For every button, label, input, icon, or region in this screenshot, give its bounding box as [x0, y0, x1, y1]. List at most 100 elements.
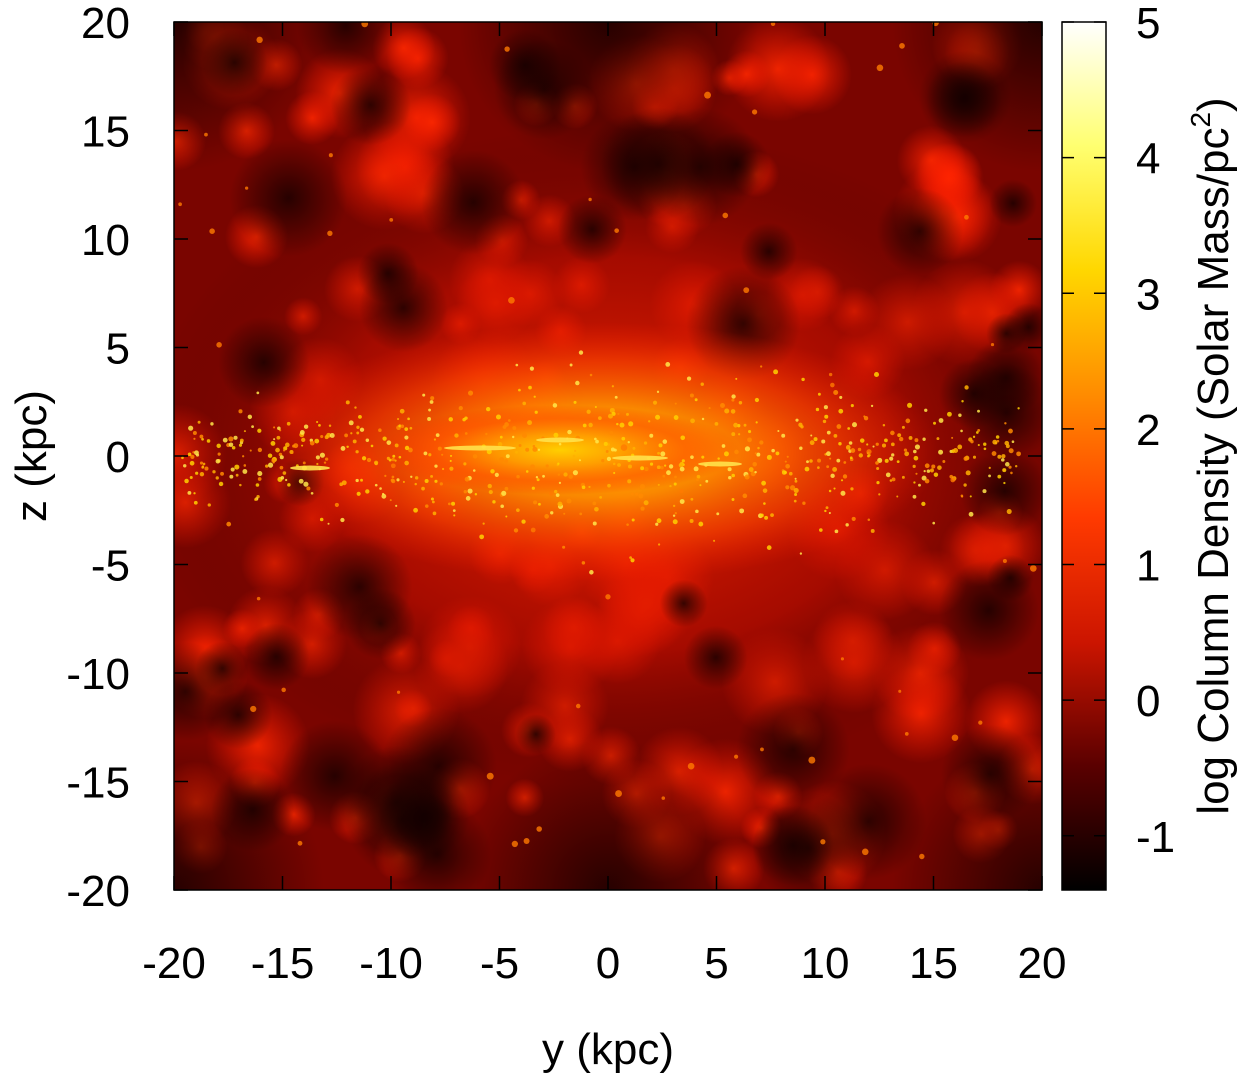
dense-knot — [648, 420, 651, 423]
dense-knot — [609, 431, 614, 436]
dense-knot — [193, 437, 196, 440]
dense-knot — [434, 464, 438, 468]
colorbar-label-close: ) — [1189, 97, 1238, 112]
colorbar-tick-label: -1 — [1136, 813, 1175, 862]
dense-knot — [850, 487, 854, 491]
dense-knot — [463, 462, 467, 466]
dense-knot — [390, 463, 396, 469]
dense-knot — [563, 512, 566, 515]
dense-knot — [868, 453, 871, 457]
dense-knot — [414, 482, 417, 486]
void-region — [892, 740, 1042, 890]
void-region — [218, 316, 310, 408]
dense-knot — [810, 434, 813, 437]
dense-knot — [857, 447, 862, 452]
dense-knot — [845, 445, 851, 450]
dense-knot — [789, 485, 796, 491]
dense-knot — [508, 296, 515, 304]
dense-knot — [215, 458, 221, 464]
dense-knot — [908, 436, 913, 440]
dense-knot — [881, 443, 887, 448]
dense-knot — [267, 462, 274, 468]
dense-knot — [921, 475, 927, 481]
dense-knot — [592, 521, 597, 526]
dense-knot — [536, 478, 540, 482]
dense-knot — [400, 424, 405, 429]
dense-knot — [605, 594, 611, 600]
dense-knot — [586, 409, 591, 414]
dense-knot — [251, 425, 254, 429]
dense-knot — [848, 441, 853, 445]
gas-clump — [896, 125, 967, 196]
dense-knot — [286, 421, 291, 426]
dense-knot — [394, 459, 397, 462]
void-region — [174, 22, 324, 172]
dense-knot — [318, 424, 321, 427]
dense-knot — [672, 519, 678, 525]
dense-knot — [992, 439, 998, 445]
dense-knot — [297, 840, 303, 846]
dense-knot — [341, 480, 347, 486]
dense-knot — [866, 449, 872, 455]
dense-knot — [876, 466, 880, 470]
dense-knot — [206, 439, 211, 443]
dense-knot — [513, 528, 519, 533]
dense-knot — [884, 458, 889, 463]
dense-knot — [423, 451, 428, 456]
dense-knot — [518, 388, 521, 392]
dense-knot — [809, 440, 815, 446]
dense-knot — [804, 466, 810, 472]
dense-knot — [612, 462, 616, 466]
dense-knot — [977, 409, 981, 413]
dense-knot — [891, 453, 895, 457]
y-tick-label: -5 — [91, 542, 130, 591]
dense-knot — [660, 465, 664, 470]
dense-knot — [809, 459, 813, 463]
dense-knot — [839, 395, 843, 399]
x-tick-label: 5 — [704, 939, 728, 988]
dense-knot — [530, 527, 536, 533]
dense-knot — [605, 450, 609, 453]
dense-knot — [613, 471, 616, 475]
dense-knot — [705, 479, 709, 483]
disk-streak — [290, 465, 330, 471]
void-region — [515, 714, 556, 755]
dense-knot — [700, 382, 704, 386]
dense-knot — [465, 496, 471, 501]
colorbar-label: log Column Density (Solar Mass/pc2) — [1185, 97, 1238, 814]
dense-knot — [1016, 451, 1021, 457]
dense-knot — [1010, 471, 1013, 475]
dense-knot — [250, 705, 257, 713]
dense-knot — [629, 556, 632, 559]
dense-knot — [603, 441, 608, 446]
dense-knot — [632, 446, 636, 450]
dense-knot — [840, 479, 844, 482]
dense-knot — [414, 476, 419, 480]
dense-knot — [789, 471, 793, 476]
dense-knot — [730, 409, 736, 414]
dense-knot — [374, 483, 378, 487]
dense-knot — [842, 474, 848, 479]
dense-knot — [1008, 428, 1013, 434]
void-region — [736, 692, 850, 807]
dense-knot — [287, 483, 291, 487]
dense-knot — [754, 452, 757, 455]
x-tick-label: 10 — [801, 939, 850, 988]
dense-knot — [354, 406, 357, 409]
dense-knot — [435, 433, 440, 437]
dense-knot — [960, 429, 963, 433]
dense-knot — [626, 412, 629, 416]
dense-knot — [453, 514, 456, 517]
dense-knot — [828, 372, 833, 377]
dense-knot — [1004, 462, 1010, 467]
void-region — [358, 263, 448, 353]
dense-knot — [464, 432, 468, 435]
dense-knot — [216, 342, 222, 348]
y-tick-label: 0 — [106, 433, 130, 482]
dense-knot — [754, 397, 760, 403]
dense-knot — [187, 490, 192, 495]
dense-knot — [558, 442, 562, 446]
dense-knot — [858, 453, 863, 458]
dense-knot — [485, 432, 488, 436]
dense-knot — [448, 417, 453, 422]
